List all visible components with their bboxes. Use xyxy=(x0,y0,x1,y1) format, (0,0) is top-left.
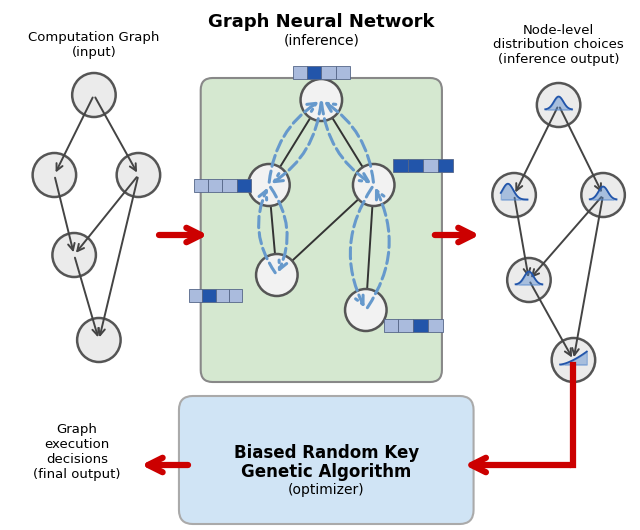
Circle shape xyxy=(33,153,76,197)
Bar xyxy=(399,319,413,331)
Circle shape xyxy=(492,173,536,217)
Text: Computation Graph
(input): Computation Graph (input) xyxy=(28,31,159,59)
Bar xyxy=(237,179,251,191)
Bar xyxy=(423,158,438,172)
Bar xyxy=(208,179,223,191)
Circle shape xyxy=(353,164,394,206)
Bar xyxy=(394,158,408,172)
Text: (inference): (inference) xyxy=(284,33,359,47)
Circle shape xyxy=(552,338,595,382)
Circle shape xyxy=(507,258,550,302)
Circle shape xyxy=(72,73,116,117)
Bar xyxy=(321,66,335,78)
Bar xyxy=(189,288,202,302)
Bar xyxy=(202,288,216,302)
Circle shape xyxy=(116,153,160,197)
Bar xyxy=(229,288,242,302)
Bar xyxy=(413,319,428,331)
Circle shape xyxy=(537,83,580,127)
Bar xyxy=(292,66,307,78)
Bar xyxy=(223,179,237,191)
Circle shape xyxy=(77,318,120,362)
Bar xyxy=(307,66,321,78)
Bar xyxy=(428,319,443,331)
Text: (optimizer): (optimizer) xyxy=(288,483,365,497)
Bar xyxy=(216,288,229,302)
Bar xyxy=(383,319,399,331)
Bar xyxy=(408,158,423,172)
Circle shape xyxy=(248,164,290,206)
Circle shape xyxy=(301,79,342,121)
Text: Node-level
distribution choices
(inference output): Node-level distribution choices (inferen… xyxy=(493,23,624,66)
Circle shape xyxy=(345,289,387,331)
Text: Genetic Algorithm: Genetic Algorithm xyxy=(241,463,412,481)
Text: Graph Neural Network: Graph Neural Network xyxy=(208,13,435,31)
Circle shape xyxy=(256,254,298,296)
Text: Graph
execution
decisions
(final output): Graph execution decisions (final output) xyxy=(33,423,121,481)
Bar xyxy=(438,158,453,172)
Circle shape xyxy=(581,173,625,217)
FancyBboxPatch shape xyxy=(179,396,474,524)
Bar xyxy=(194,179,208,191)
Bar xyxy=(335,66,350,78)
FancyBboxPatch shape xyxy=(201,78,442,382)
Text: Biased Random Key: Biased Random Key xyxy=(234,444,419,462)
Circle shape xyxy=(52,233,96,277)
